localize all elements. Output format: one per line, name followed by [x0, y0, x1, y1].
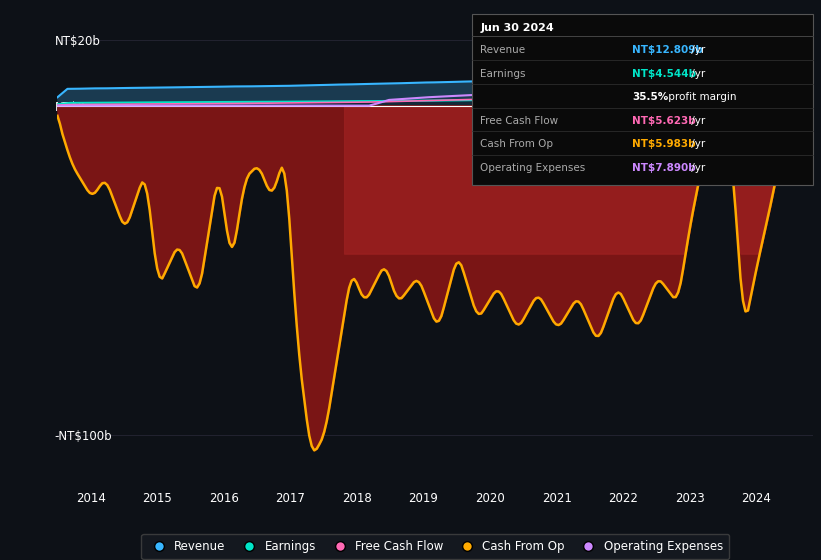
Text: /yr: /yr	[688, 116, 705, 126]
Text: NT$5.983b: NT$5.983b	[632, 139, 695, 150]
Text: Jun 30 2024: Jun 30 2024	[480, 23, 554, 33]
Text: Free Cash Flow: Free Cash Flow	[480, 116, 558, 126]
Text: /yr: /yr	[688, 69, 705, 79]
Text: profit margin: profit margin	[665, 92, 736, 102]
Text: NT$7.890b: NT$7.890b	[632, 163, 696, 173]
Text: 35.5%: 35.5%	[632, 92, 668, 102]
Text: Revenue: Revenue	[480, 45, 525, 55]
Text: NT$5.623b: NT$5.623b	[632, 116, 696, 126]
Text: NT$4.544b: NT$4.544b	[632, 69, 696, 79]
Text: Earnings: Earnings	[480, 69, 525, 79]
Text: Cash From Op: Cash From Op	[480, 139, 553, 150]
Text: NT$12.809b: NT$12.809b	[632, 45, 703, 55]
Text: /yr: /yr	[688, 163, 705, 173]
Text: Operating Expenses: Operating Expenses	[480, 163, 585, 173]
Text: /yr: /yr	[688, 45, 705, 55]
Text: /yr: /yr	[688, 139, 705, 150]
Legend: Revenue, Earnings, Free Cash Flow, Cash From Op, Operating Expenses: Revenue, Earnings, Free Cash Flow, Cash …	[141, 534, 729, 559]
